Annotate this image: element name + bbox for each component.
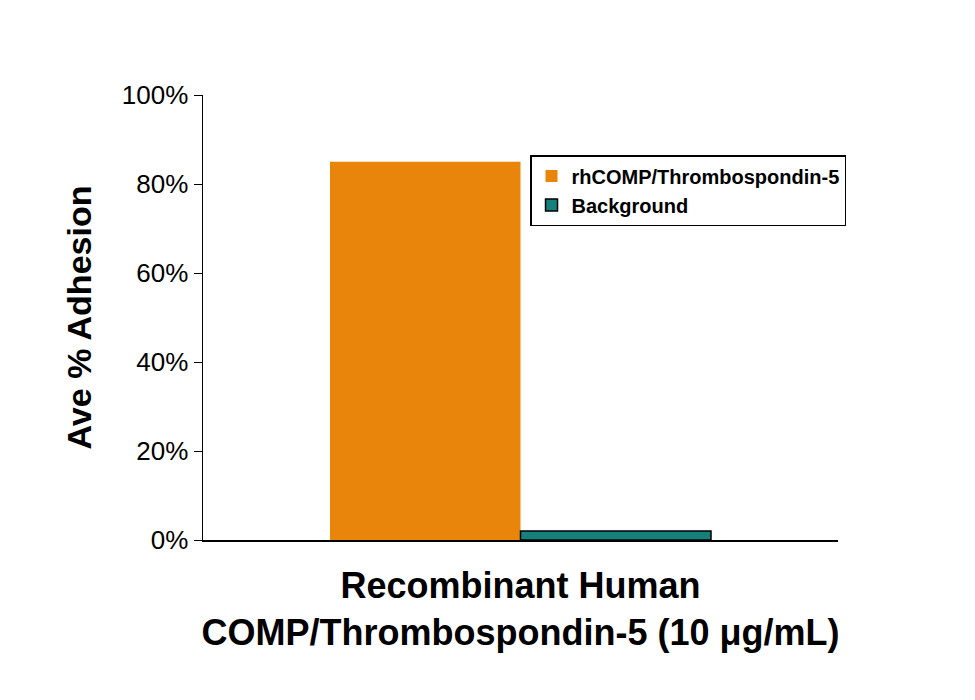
svg-text:Recombinant HumanCOMP/Thrombos: Recombinant HumanCOMP/Thrombospondin-5 (…	[202, 565, 840, 653]
svg-text:60%: 60%	[136, 258, 188, 288]
svg-text:40%: 40%	[136, 347, 188, 377]
svg-text:Background: Background	[572, 195, 689, 217]
svg-text:rhCOMP/Thrombospondin-5: rhCOMP/Thrombospondin-5	[572, 166, 840, 188]
svg-text:100%: 100%	[122, 80, 189, 110]
svg-text:80%: 80%	[136, 169, 188, 199]
svg-text:20%: 20%	[136, 436, 188, 466]
svg-text:Ave % Adhesion: Ave % Adhesion	[60, 186, 98, 450]
svg-text:0%: 0%	[151, 525, 189, 555]
